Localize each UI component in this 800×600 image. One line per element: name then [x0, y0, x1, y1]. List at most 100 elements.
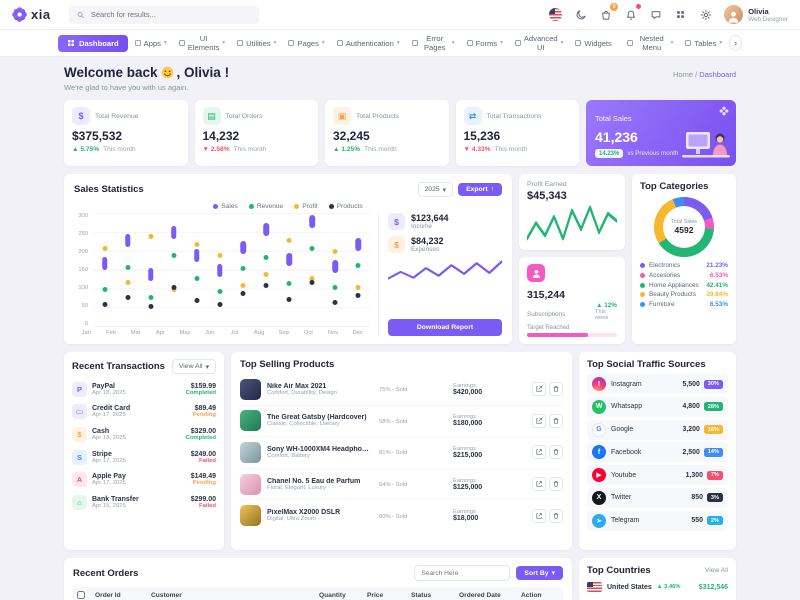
- messages-button[interactable]: [647, 6, 664, 23]
- chart-dot: [332, 300, 338, 306]
- cart-badge: 0: [610, 3, 619, 11]
- product-row[interactable]: Chanel No. 5 Eau de Parfum Floral, Elega…: [240, 469, 563, 501]
- orders-column-header[interactable]: Status: [411, 592, 432, 599]
- nav-item[interactable]: Nested Menu ▾: [622, 30, 679, 56]
- language-button[interactable]: [547, 6, 564, 23]
- delete-product-button[interactable]: [549, 382, 563, 397]
- download-report-button[interactable]: Download Report: [388, 319, 502, 336]
- nav-item[interactable]: UI Elements ▾: [174, 30, 230, 56]
- social-source-row[interactable]: I Instagram 5,500 30%: [587, 374, 728, 394]
- open-product-button[interactable]: [532, 508, 546, 523]
- stats-row: $ Total Revenue $375,532 ▲ 5.75% This mo…: [64, 100, 736, 166]
- open-product-button[interactable]: [532, 445, 546, 460]
- sort-by-button[interactable]: Sort By ▾: [516, 566, 563, 580]
- search-input[interactable]: [88, 9, 252, 20]
- social-brand-icon: ▶: [592, 468, 606, 483]
- social-source-name: Whatsapp: [611, 403, 643, 411]
- delete-product-button[interactable]: [549, 413, 563, 428]
- social-source-row[interactable]: X Twitter 850 3%: [587, 487, 728, 508]
- open-product-button[interactable]: [532, 413, 546, 428]
- product-row[interactable]: PixelMax X2000 DSLR Digital, Ultra Zoom …: [240, 500, 563, 531]
- chart-dot: [309, 275, 315, 281]
- trend-arrow-icon: ▲: [333, 146, 340, 153]
- orders-column-header[interactable]: Customer: [151, 592, 182, 599]
- y-tick-label: 100: [78, 285, 88, 291]
- profit-value: $45,343: [527, 190, 567, 202]
- social-source-row[interactable]: ➤ Telegram 550 2%: [587, 510, 728, 531]
- social-source-value: 4,800: [682, 403, 700, 411]
- nav-item[interactable]: Advanced UI ▾: [510, 30, 569, 56]
- nav-item[interactable]: Apps ▾: [130, 35, 172, 52]
- orders-column-header[interactable]: Ordered Date: [459, 592, 501, 599]
- shopping-bag-icon: [601, 10, 610, 20]
- transaction-row[interactable]: ⌂ Bank Transfer Apr 15, 2025 $299.00 Fai…: [72, 491, 216, 514]
- social-source-row[interactable]: W Whatsapp 4,800 28%: [587, 396, 728, 417]
- legend-dot-icon: [640, 272, 645, 278]
- brand-flower-icon: [12, 7, 27, 22]
- nav-item[interactable]: Authentication ▾: [332, 35, 405, 52]
- notifications-button[interactable]: [622, 4, 642, 23]
- user-menu[interactable]: Olivia Web Designer: [724, 5, 788, 24]
- delete-product-button[interactable]: [549, 477, 563, 492]
- category-percent: 42.41%: [706, 281, 728, 289]
- product-name: Sony WH-1000XM4 Headphones: [267, 445, 373, 453]
- nav-item-dashboard[interactable]: Dashboard: [58, 34, 128, 52]
- countries-view-all-link[interactable]: View All: [705, 567, 728, 574]
- nav-scroll-right-button[interactable]: ›: [729, 35, 742, 51]
- brand-logo[interactable]: xia: [12, 7, 51, 22]
- country-row[interactable]: United States ▲ 3.46% $312,546: [587, 582, 728, 592]
- profit-earned-card: Profit Earned $45,343: [519, 174, 625, 250]
- social-source-row[interactable]: f Facebook 2,500 14%: [587, 442, 728, 463]
- nav-item-icon: [288, 40, 295, 46]
- nav-item[interactable]: Error Pages ▾: [407, 30, 460, 56]
- year-select[interactable]: 2025 ▾: [417, 182, 454, 197]
- open-product-button[interactable]: [532, 477, 546, 492]
- nav-item[interactable]: Pages ▾: [283, 35, 329, 52]
- breadcrumb-current: Dashboard: [699, 70, 736, 79]
- social-source-row[interactable]: G Google 3,200 16%: [587, 419, 728, 440]
- product-description: Floral, Elegant, Luxury: [267, 484, 326, 491]
- product-row[interactable]: Sony WH-1000XM4 Headphones Comfort, Batt…: [240, 437, 563, 469]
- gear-icon: [700, 9, 711, 20]
- breadcrumb-home[interactable]: Home: [673, 70, 694, 79]
- settings-button[interactable]: [697, 6, 714, 23]
- sold-percent-label: 75% - Sold: [379, 387, 408, 394]
- nav-item[interactable]: Forms ▾: [462, 35, 508, 52]
- chevron-down-icon: ▾: [321, 40, 325, 46]
- cart-button[interactable]: 0: [597, 3, 619, 23]
- expenses-label: Expenses: [411, 246, 440, 253]
- nav-item[interactable]: Widgets: [570, 35, 619, 52]
- stat-delta-value: 1.25%: [341, 146, 361, 153]
- delete-product-button[interactable]: [549, 445, 563, 460]
- orders-column-header[interactable]: Price: [367, 592, 384, 599]
- orders-search-input[interactable]: [414, 565, 511, 581]
- product-row[interactable]: The Great Gatsby (Hardcover) Classic, Co…: [240, 406, 563, 438]
- chart-dot: [240, 290, 246, 296]
- transaction-row[interactable]: A Apple Pay Apr 17, 2025 $149.49 Pending: [72, 468, 216, 491]
- nav-item[interactable]: Utilities ▾: [232, 35, 281, 52]
- recent-transactions-card: Recent Transactions View All ▾ P PayPal A…: [64, 352, 224, 550]
- subscriber-icon: [527, 264, 545, 282]
- orders-column-header[interactable]: Action: [521, 592, 542, 599]
- transaction-row[interactable]: P PayPal Apr 18, 2025 $159.99 Completed: [72, 378, 216, 401]
- transaction-amount: $249.00: [190, 450, 216, 458]
- orders-column-header[interactable]: Order Id: [95, 592, 121, 599]
- apps-button[interactable]: [672, 6, 689, 23]
- open-product-button[interactable]: [532, 382, 546, 397]
- delete-product-button[interactable]: [549, 508, 563, 523]
- product-thumbnail: [240, 441, 261, 463]
- export-button[interactable]: Export ↑: [458, 183, 502, 196]
- nav-item[interactable]: Tables ▾: [680, 35, 727, 52]
- transaction-row[interactable]: $ Cash Apr 18, 2025 $329.00 Completed: [72, 423, 216, 446]
- social-source-row[interactable]: ▶ Youtube 1,300 7%: [587, 465, 728, 486]
- transaction-row[interactable]: ▭ Credit Card Apr 17, 2025 $89.49 Pendin…: [72, 401, 216, 424]
- orders-column-header[interactable]: Quantity: [319, 592, 346, 599]
- sales-scatter-plot: [93, 213, 370, 327]
- select-all-checkbox[interactable]: [77, 590, 85, 599]
- transaction-row[interactable]: S Stripe Apr 17, 2025 $249.00 Failed: [72, 446, 216, 469]
- view-all-button[interactable]: View All ▾: [171, 359, 216, 374]
- person-icon: [728, 11, 739, 23]
- product-row[interactable]: Nike Air Max 2021 Comfort, Durability, D…: [240, 374, 563, 406]
- dark-mode-button[interactable]: [572, 6, 589, 23]
- chart-dot: [194, 275, 200, 281]
